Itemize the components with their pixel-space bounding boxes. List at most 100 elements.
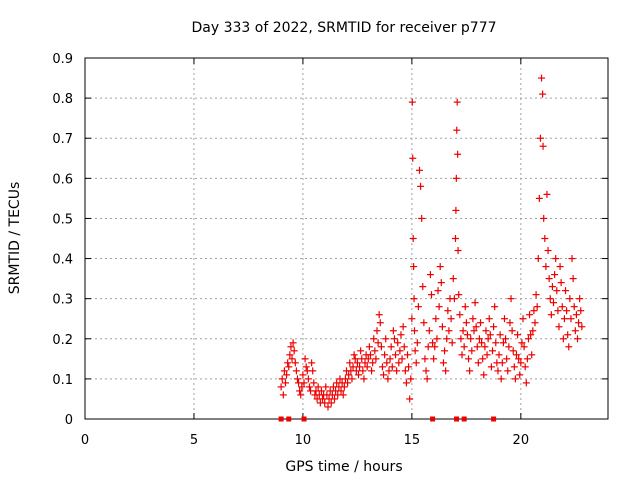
data-point	[363, 363, 371, 371]
data-point	[516, 371, 524, 379]
data-point	[457, 335, 465, 343]
data-point	[406, 395, 414, 403]
data-point	[454, 247, 462, 255]
data-point	[297, 391, 305, 399]
data-point	[314, 383, 322, 391]
data-point	[410, 295, 418, 303]
data-point	[480, 371, 488, 379]
data-point	[283, 371, 291, 379]
x-tick-label: 0	[81, 433, 89, 448]
data-point	[368, 367, 376, 375]
data-point	[346, 359, 354, 367]
data-point	[494, 367, 502, 375]
data-point	[348, 375, 356, 383]
data-point	[296, 387, 304, 395]
data-point	[485, 315, 493, 323]
data-point	[573, 335, 581, 343]
data-point	[293, 375, 301, 383]
data-point	[556, 263, 564, 271]
data-point	[400, 343, 408, 351]
data-point	[389, 327, 397, 335]
data-point	[483, 351, 491, 359]
data-point	[359, 367, 367, 375]
data-point	[354, 371, 362, 379]
data-point	[559, 335, 567, 343]
y-tick-label: 0.4	[52, 253, 73, 268]
y-tick-label: 0.5	[52, 212, 73, 227]
data-point	[281, 379, 289, 387]
data-point	[414, 303, 422, 311]
chart-title: Day 333 of 2022, SRMTID for receiver p77…	[191, 20, 496, 36]
data-point	[496, 331, 504, 339]
data-point	[344, 379, 352, 387]
data-point	[439, 359, 447, 367]
data-point	[569, 275, 577, 283]
data-point	[571, 327, 579, 335]
data-point	[427, 291, 435, 299]
data-point	[535, 194, 543, 202]
data-point	[572, 311, 580, 319]
data-point	[432, 315, 440, 323]
data-point	[498, 359, 506, 367]
data-point	[504, 367, 512, 375]
data-point	[518, 339, 526, 347]
data-point	[570, 303, 578, 311]
data-point	[324, 403, 332, 411]
data-point	[548, 283, 556, 291]
data-point	[563, 307, 571, 315]
data-point	[539, 142, 547, 150]
data-point	[526, 311, 534, 319]
data-point	[547, 311, 555, 319]
data-point	[491, 303, 499, 311]
data-point	[434, 287, 442, 295]
data-point	[410, 327, 418, 335]
x-axis-label: GPS time / hours	[285, 459, 402, 475]
data-point	[433, 335, 441, 343]
data-point	[469, 315, 477, 323]
data-point	[495, 351, 503, 359]
data-point	[463, 331, 471, 339]
y-tick-label: 0.9	[52, 52, 73, 67]
data-point	[361, 359, 369, 367]
data-point	[514, 331, 522, 339]
data-point	[447, 315, 455, 323]
data-point	[542, 263, 550, 271]
data-point	[416, 166, 424, 174]
data-point	[356, 363, 364, 371]
data-point	[399, 323, 407, 331]
data-point	[304, 375, 312, 383]
data-point	[453, 98, 461, 106]
data-point	[470, 327, 478, 335]
data-point	[527, 331, 535, 339]
data-point	[410, 263, 418, 271]
data-point	[373, 327, 381, 335]
data-point	[444, 307, 452, 315]
x-tick-label: 15	[404, 433, 421, 448]
data-point	[442, 367, 450, 375]
data-point	[490, 323, 498, 331]
data-point	[288, 355, 296, 363]
grid	[85, 58, 608, 419]
data-point	[521, 363, 529, 371]
data-point	[388, 363, 396, 371]
data-point	[538, 74, 546, 82]
data-point	[482, 327, 490, 335]
data-point	[531, 319, 539, 327]
data-point	[372, 355, 380, 363]
data-point	[364, 355, 372, 363]
data-point	[290, 347, 298, 355]
data-point	[422, 367, 430, 375]
data-point	[459, 327, 467, 335]
data-point	[578, 323, 586, 331]
data-point	[327, 399, 335, 407]
data-point	[520, 343, 528, 351]
y-tick-label: 0.7	[52, 132, 73, 147]
data-point	[418, 214, 426, 222]
data-point	[532, 291, 540, 299]
data-point	[285, 363, 293, 371]
data-point	[534, 255, 542, 263]
data-point	[577, 307, 585, 315]
y-tick-label: 0.6	[52, 172, 73, 187]
data-point	[437, 279, 445, 287]
data-point	[550, 299, 558, 307]
